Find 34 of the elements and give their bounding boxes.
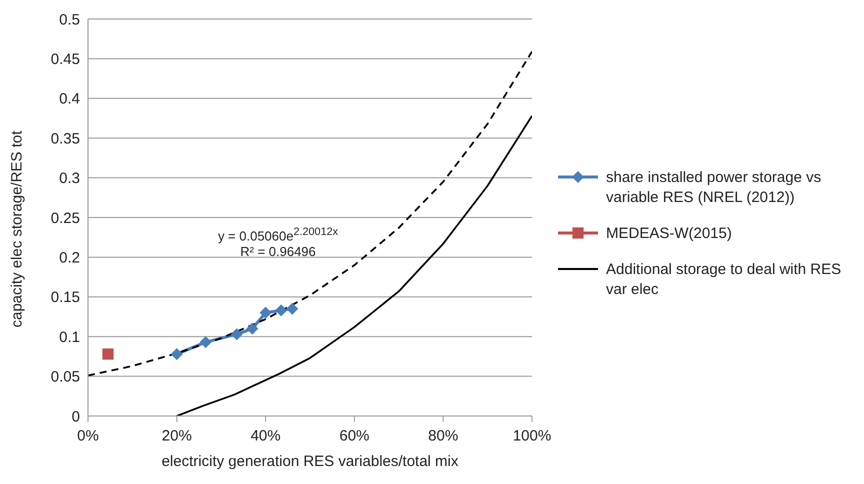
y-tick-label: 0.1 — [59, 328, 80, 346]
y-tick-label: 0.25 — [50, 210, 80, 227]
line-series — [88, 50, 532, 376]
y-tick-label: 0.15 — [50, 289, 80, 306]
y-tick-label: 0.35 — [50, 130, 80, 148]
y-tick-label: 0.5 — [59, 11, 80, 28]
y-tick-label: 0.4 — [59, 90, 80, 108]
point — [170, 348, 183, 360]
point — [230, 328, 243, 340]
point — [275, 304, 288, 316]
x-tick-label: 60% — [339, 428, 370, 445]
point — [286, 302, 298, 315]
x-tick-label: 40% — [250, 428, 281, 445]
annotation: R² = 0.96496 — [239, 244, 317, 259]
annotation: y = 0.05060e$^{2.20012x}$ — [216, 226, 340, 244]
y-tick-label: 0.3 — [59, 170, 80, 188]
y-tick-label: 0.45 — [50, 51, 80, 68]
line-series — [176, 114, 532, 416]
x-tick-label: 80% — [428, 428, 458, 445]
legend-label: Additional storage to deal with RES var elec — [606, 260, 842, 300]
point — [200, 336, 212, 348]
legend-label: share installed power storage vs variable RES (NREL (2012)) — [606, 168, 822, 208]
x-axis-title: electricity generation RES variables/total mix — [162, 453, 459, 470]
x-tick-label: 20% — [162, 428, 192, 445]
y-tick-label: 0.05 — [50, 368, 80, 386]
point — [246, 322, 258, 335]
y-axis-title: capacity elec storage/RES tot — [8, 130, 26, 328]
point — [102, 348, 114, 360]
x-tick-label: 100% — [512, 428, 552, 445]
y-tick-label: 0 — [72, 408, 80, 426]
y-tick-label: 0.2 — [59, 250, 80, 267]
point — [260, 306, 272, 319]
x-tick-label: 0% — [77, 428, 99, 445]
legend-label: MEDEAS-W(2015) — [606, 224, 732, 244]
